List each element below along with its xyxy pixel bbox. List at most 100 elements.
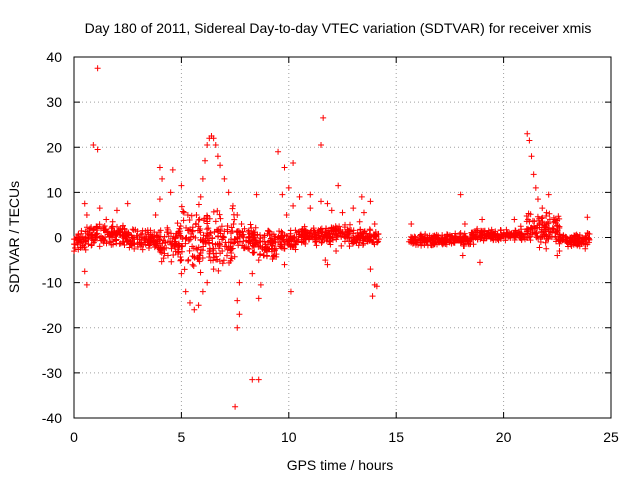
data-point <box>556 248 563 255</box>
data-point <box>256 238 263 245</box>
data-point <box>211 228 218 235</box>
data-point <box>183 234 190 241</box>
data-point <box>147 239 154 246</box>
data-point <box>287 288 294 295</box>
data-point <box>216 242 223 249</box>
data-point <box>353 236 360 243</box>
data-point <box>474 225 481 232</box>
data-point <box>153 232 160 239</box>
data-point <box>158 258 165 265</box>
data-point <box>255 376 262 383</box>
axis-ticks: 0 5 10 15 20 25 -40 -30 -20 -10 0 10 20 30 40 <box>42 49 619 445</box>
data-point <box>457 191 464 198</box>
data-point <box>214 207 221 214</box>
data-point <box>231 216 238 223</box>
data-point <box>197 269 204 276</box>
data-point <box>375 236 382 243</box>
data-point <box>259 238 266 245</box>
data-point <box>106 233 113 240</box>
data-point <box>164 239 171 246</box>
data-point <box>85 241 92 248</box>
data-point <box>346 243 353 250</box>
data-point <box>329 234 336 241</box>
data-point <box>316 235 323 242</box>
data-point <box>545 220 552 227</box>
data-point <box>512 227 519 234</box>
data-point <box>113 207 120 214</box>
data-point <box>523 218 530 225</box>
data-point <box>249 270 256 277</box>
data-point <box>179 208 186 215</box>
data-point <box>187 233 194 240</box>
data-point <box>75 238 82 245</box>
data-point <box>121 242 128 249</box>
data-point <box>489 232 496 239</box>
data-point <box>210 208 217 215</box>
data-point <box>186 247 193 254</box>
data-point <box>119 222 126 229</box>
data-point <box>528 153 535 160</box>
data-point <box>207 257 214 264</box>
data-point <box>131 245 138 252</box>
data-point <box>275 233 282 240</box>
data-point <box>580 236 587 243</box>
data-point <box>360 209 367 216</box>
data-point <box>210 245 217 252</box>
data-point <box>275 148 282 155</box>
data-point <box>302 240 309 247</box>
data-point <box>441 237 448 244</box>
data-point <box>357 226 364 233</box>
data-point <box>234 324 241 331</box>
data-point <box>432 233 439 240</box>
data-point <box>168 258 175 265</box>
data-point <box>209 240 216 247</box>
data-point <box>427 241 434 248</box>
data-point <box>410 239 417 246</box>
data-point <box>100 237 107 244</box>
data-point <box>318 225 325 232</box>
data-point <box>281 245 288 252</box>
data-point <box>368 237 375 244</box>
data-point <box>328 225 335 232</box>
data-point <box>100 224 107 231</box>
data-point <box>355 242 362 249</box>
y-tick-label: 30 <box>46 94 62 110</box>
data-point <box>193 245 200 252</box>
data-point <box>318 141 325 148</box>
data-point <box>199 254 206 261</box>
data-point <box>188 212 195 219</box>
data-point <box>103 240 110 247</box>
data-point <box>177 223 184 230</box>
data-point <box>156 164 163 171</box>
x-axis-label: GPS time / hours <box>287 457 394 473</box>
data-point <box>249 376 256 383</box>
data-point <box>283 211 290 218</box>
data-point <box>157 227 164 234</box>
data-point <box>248 230 255 237</box>
data-point <box>137 239 144 246</box>
data-point <box>185 237 192 244</box>
data-point <box>575 239 582 246</box>
data-point <box>290 160 297 167</box>
data-point <box>323 233 330 240</box>
data-point <box>220 257 227 264</box>
data-point <box>137 243 144 250</box>
data-point <box>367 266 374 273</box>
data-point <box>130 240 137 247</box>
data-point <box>178 270 185 277</box>
data-point <box>523 234 530 241</box>
y-tick-label: 40 <box>46 49 62 65</box>
data-point <box>231 253 238 260</box>
data-point <box>281 164 288 171</box>
data-point <box>186 236 193 243</box>
data-point <box>199 288 206 295</box>
data-point <box>250 237 257 244</box>
data-point <box>369 293 376 300</box>
data-point <box>478 229 485 236</box>
data-point <box>333 248 340 255</box>
data-point <box>117 226 124 233</box>
data-point <box>177 254 184 261</box>
data-point <box>524 130 531 137</box>
data-point <box>178 257 185 264</box>
data-point <box>471 228 478 235</box>
